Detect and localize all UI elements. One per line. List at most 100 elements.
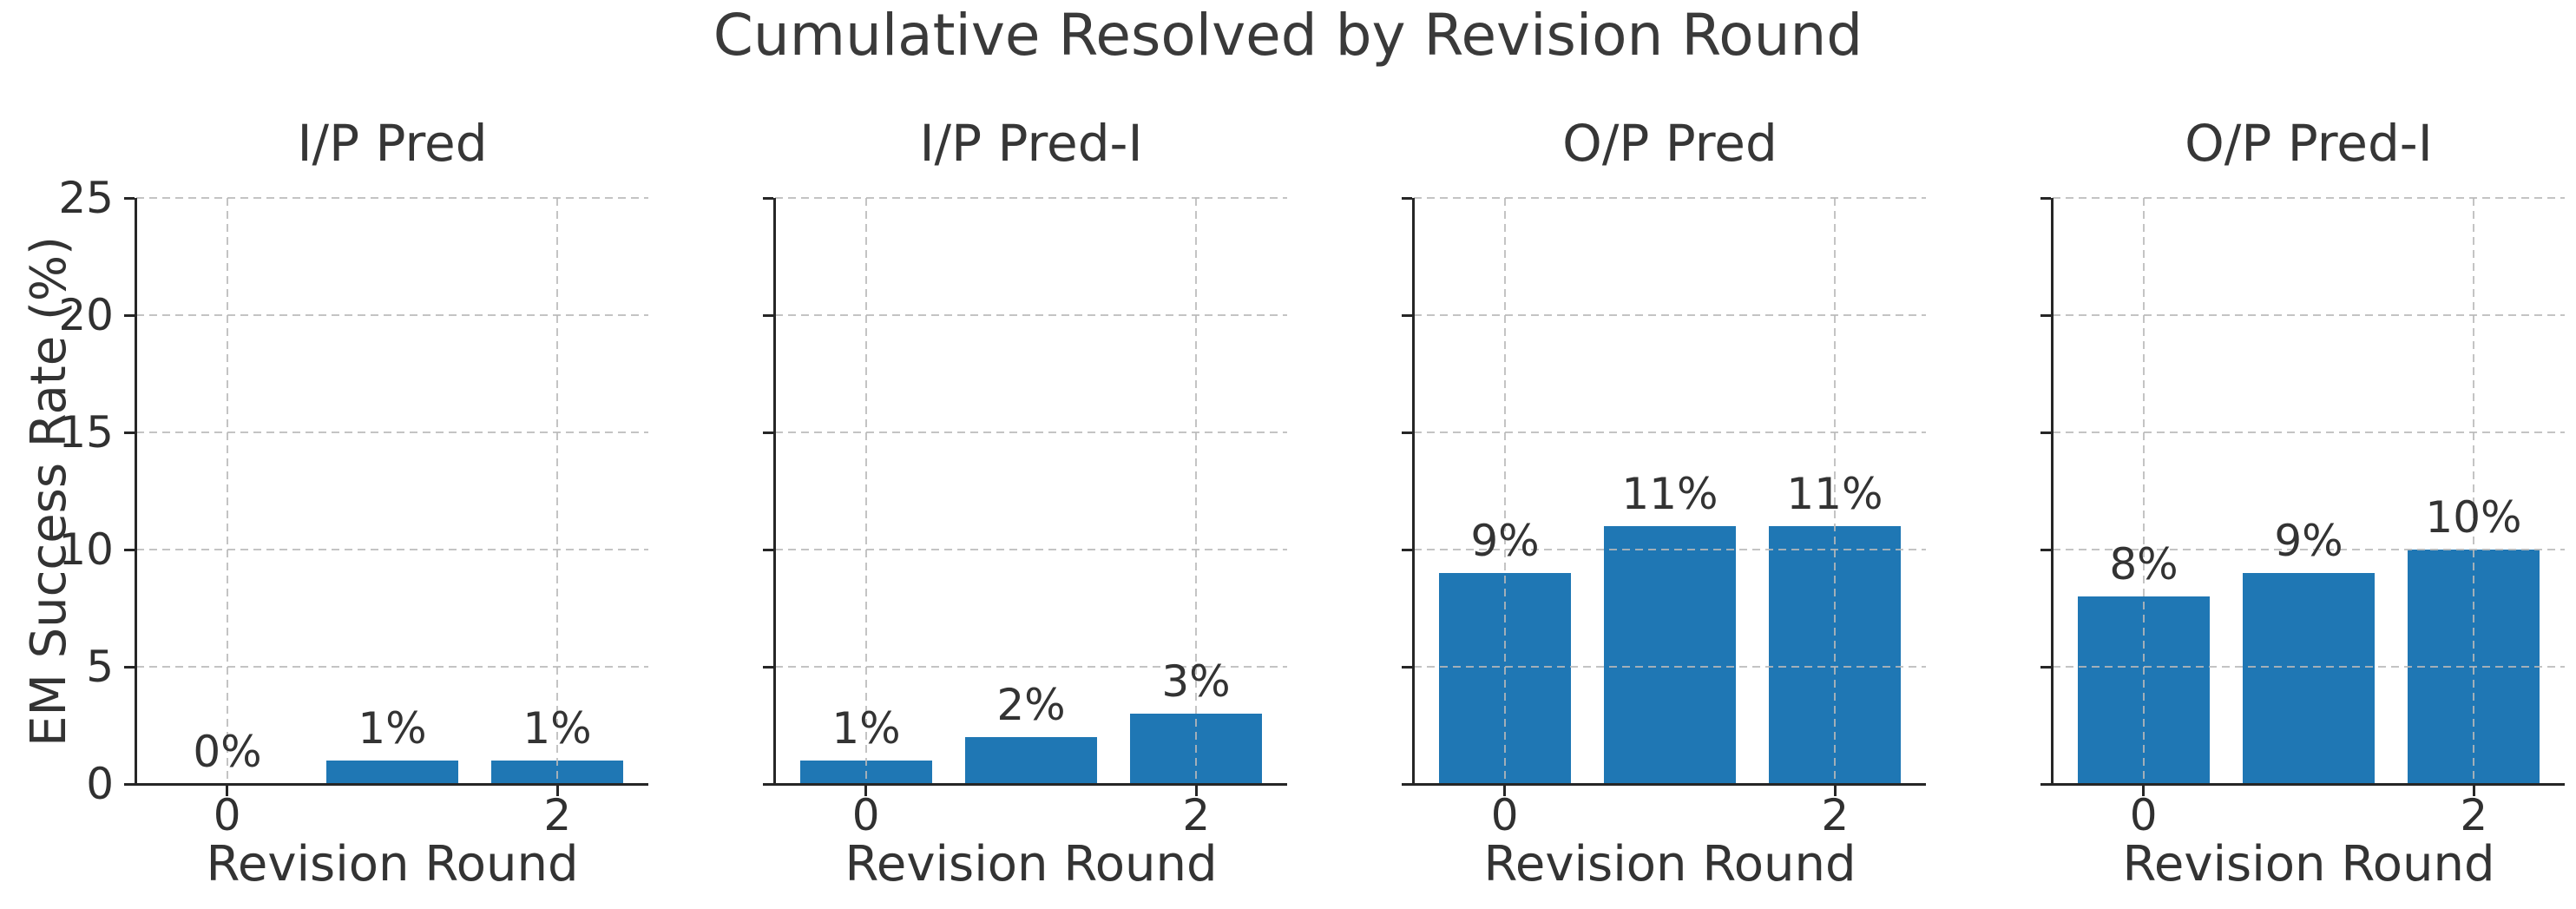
axis-spine-left xyxy=(135,198,137,786)
gridline-vertical xyxy=(556,198,559,784)
bar xyxy=(326,761,458,784)
gridline-horizontal xyxy=(136,666,648,668)
bar-value-label: 9% xyxy=(2274,516,2343,566)
y-tick-label: 15 xyxy=(58,407,114,458)
bar-value-label: 1% xyxy=(522,703,592,754)
x-tick-mark xyxy=(2472,786,2475,796)
y-tick-mark xyxy=(2040,548,2051,551)
gridline-horizontal xyxy=(775,431,1287,433)
gridline-horizontal xyxy=(136,431,648,433)
axis-spine-bottom xyxy=(135,783,648,786)
y-tick-mark xyxy=(2040,782,2051,786)
gridline-horizontal xyxy=(775,197,1287,199)
x-tick-mark xyxy=(864,786,868,796)
x-tick-label: 0 xyxy=(1490,790,1519,840)
gridline-vertical xyxy=(2473,198,2475,784)
x-axis-label: Revision Round xyxy=(844,836,1218,893)
gridline-horizontal xyxy=(2053,314,2565,316)
plot-area: 0% 1% 1% xyxy=(124,196,648,796)
gridline-vertical xyxy=(226,198,228,784)
gridline-horizontal xyxy=(2053,666,2565,668)
bar-value-label: 1% xyxy=(831,703,901,754)
gridline-horizontal xyxy=(1414,431,1926,433)
y-tick-label: 25 xyxy=(58,173,114,223)
y-tick-label: 0 xyxy=(86,759,114,809)
y-tick-mark xyxy=(1402,665,1412,669)
gridline-horizontal xyxy=(136,549,648,550)
x-tick-label: 2 xyxy=(1821,790,1850,840)
x-axis-label: Revision Round xyxy=(1483,836,1856,893)
bar-value-label: 11% xyxy=(1786,469,1883,519)
plot-area: 8% 9% 10% xyxy=(2040,196,2565,796)
y-tick-mark xyxy=(1402,431,1412,434)
gridline-horizontal xyxy=(775,666,1287,668)
y-axis-label: EM Success Rate (%) xyxy=(21,235,77,747)
axis-spine-left xyxy=(1412,198,1415,786)
y-tick-mark xyxy=(763,313,773,317)
y-tick-label: 10 xyxy=(58,524,114,575)
subplot-title: O/P Pred-I xyxy=(2185,114,2433,173)
gridline-horizontal xyxy=(136,314,648,316)
x-tick-mark xyxy=(2142,786,2146,796)
plot-area: 9% 11% 11% xyxy=(1402,196,1926,796)
y-tick-mark xyxy=(124,665,135,669)
y-tick-mark xyxy=(1402,782,1412,786)
gridline-horizontal xyxy=(775,549,1287,550)
y-tick-mark xyxy=(1402,313,1412,317)
bar-value-label: 8% xyxy=(2109,539,2178,590)
gridline-vertical xyxy=(2142,198,2145,784)
x-tick-label: 0 xyxy=(213,790,241,840)
y-tick-mark xyxy=(124,196,135,200)
bar-value-label: 0% xyxy=(193,727,262,777)
gridline-horizontal xyxy=(775,314,1287,316)
gridline-horizontal xyxy=(2053,431,2565,433)
y-tick-mark xyxy=(124,313,135,317)
plot-area: 1% 2% 3% xyxy=(763,196,1287,796)
y-tick-mark xyxy=(2040,665,2051,669)
gridline-vertical xyxy=(1503,198,1506,784)
x-tick-mark xyxy=(1194,786,1198,796)
gridline-horizontal xyxy=(1414,666,1926,668)
x-tick-mark xyxy=(1833,786,1837,796)
gridline-horizontal xyxy=(1414,314,1926,316)
y-tick-label: 20 xyxy=(58,290,114,340)
y-tick-mark xyxy=(2040,431,2051,434)
bar-value-label: 1% xyxy=(358,703,427,754)
y-tick-mark xyxy=(2040,196,2051,200)
y-tick-mark xyxy=(124,548,135,551)
x-tick-label: 2 xyxy=(1182,790,1211,840)
gridline-vertical xyxy=(1834,198,1837,784)
x-tick-mark xyxy=(226,786,229,796)
axis-spine-bottom xyxy=(2051,783,2565,786)
x-tick-mark xyxy=(555,786,559,796)
x-tick-label: 0 xyxy=(851,790,880,840)
x-tick-label: 2 xyxy=(543,790,572,840)
bar-value-label: 11% xyxy=(1621,469,1718,519)
gridline-horizontal xyxy=(2053,549,2565,550)
y-tick-mark xyxy=(763,196,773,200)
x-tick-mark xyxy=(1503,786,1507,796)
subplot-title: O/P Pred xyxy=(1562,114,1778,173)
y-tick-mark xyxy=(124,782,135,786)
bar-value-label: 3% xyxy=(1161,656,1231,707)
subplot-title: I/P Pred-I xyxy=(919,114,1143,173)
bar-value-label: 9% xyxy=(1470,516,1540,566)
bar-value-label: 2% xyxy=(996,680,1066,730)
x-axis-label: Revision Round xyxy=(206,836,579,893)
axis-spine-left xyxy=(2051,198,2054,786)
axis-spine-left xyxy=(773,198,776,786)
bar xyxy=(965,737,1097,784)
y-tick-mark xyxy=(2040,313,2051,317)
subplot-title: I/P Pred xyxy=(297,114,488,173)
y-tick-mark xyxy=(1402,548,1412,551)
axis-spine-bottom xyxy=(1412,783,1926,786)
y-tick-mark xyxy=(763,548,773,551)
gridline-horizontal xyxy=(2053,197,2565,199)
chart-title: Cumulative Resolved by Revision Round xyxy=(713,2,1863,69)
axis-spine-bottom xyxy=(773,783,1287,786)
gridline-horizontal xyxy=(1414,197,1926,199)
gridline-horizontal xyxy=(136,197,648,199)
bar xyxy=(1604,526,1736,784)
bar-value-label: 10% xyxy=(2425,492,2522,543)
y-tick-mark xyxy=(763,431,773,434)
